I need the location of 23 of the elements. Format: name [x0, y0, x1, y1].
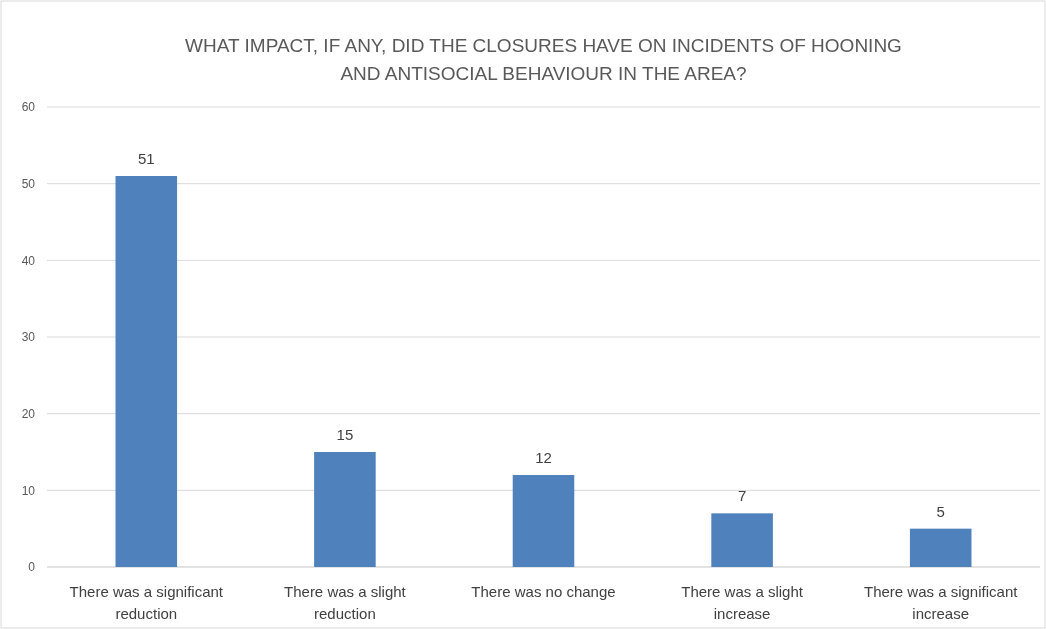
- bar: [115, 176, 178, 567]
- data-label: 7: [737, 487, 747, 505]
- y-tick-label: 30: [21, 330, 36, 345]
- data-label: 15: [336, 426, 354, 443]
- x-tick-label: There was a significant reduction: [69, 583, 224, 622]
- bar: [512, 475, 575, 567]
- y-tick-label: 40: [21, 253, 36, 268]
- bar: [909, 528, 972, 567]
- y-tick-label: 10: [21, 483, 36, 498]
- data-label: 51: [137, 150, 155, 167]
- x-tick-label: There was a slight reduction: [284, 583, 407, 622]
- y-tick-label: 20: [21, 406, 36, 421]
- x-tick-label: There was a significant increase: [864, 583, 1019, 622]
- bar: [711, 513, 773, 567]
- y-tick-label: 60: [21, 100, 36, 115]
- y-tick-label: 0: [28, 560, 36, 575]
- x-tick-label: There was a slight increase: [681, 583, 804, 622]
- x-tick-label: There was no change: [471, 583, 616, 600]
- y-tick-label: 50: [21, 176, 36, 191]
- bar: [314, 452, 376, 567]
- data-label: 12: [535, 449, 552, 466]
- chart-title: WHAT IMPACT, IF ANY, DID THE CLOSURES HAVE ON INCIDENTS OF HOONING AND ANTISOCIAL BEHAVIOUR IN THE AREA?: [185, 35, 902, 84]
- data-label: 5: [936, 502, 945, 520]
